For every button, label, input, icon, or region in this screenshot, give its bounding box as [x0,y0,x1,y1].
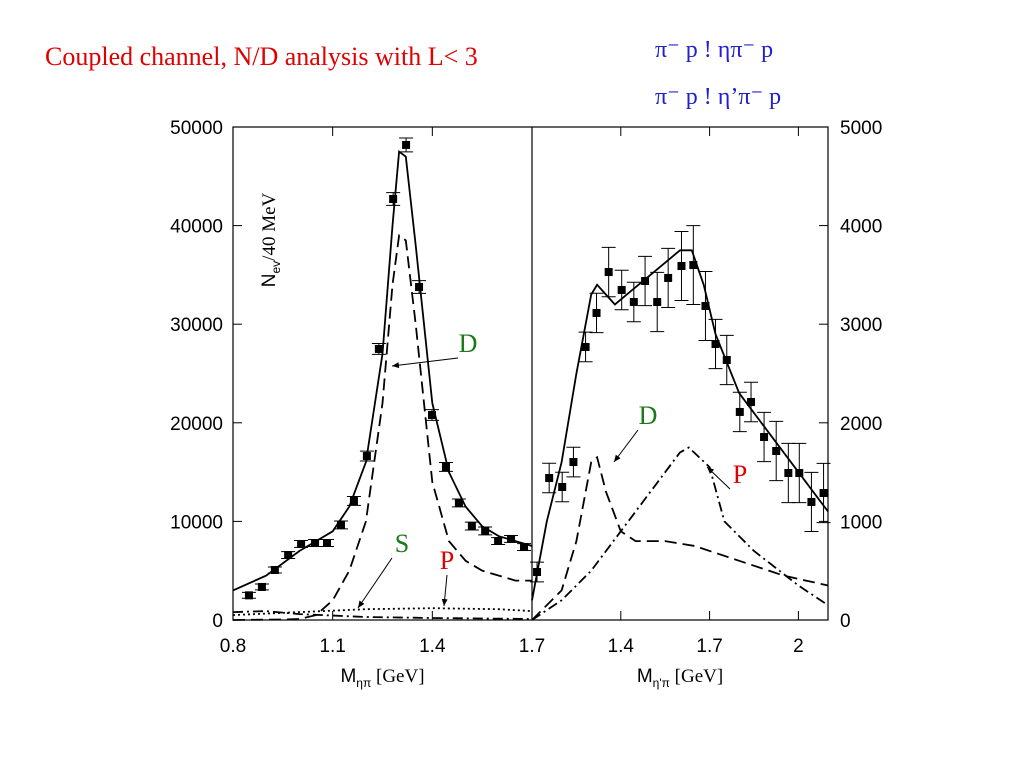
axis-title-main: N [259,274,280,288]
x-tick-label: 1.4 [419,636,446,657]
y-tick-label: 3000 [840,315,882,336]
axis-title-sub: ηπ [356,676,371,690]
data-point [415,283,424,292]
data-point [711,340,720,349]
data-point [653,298,662,307]
data-point [467,522,476,531]
axis-title-main: M [637,666,653,687]
axis-title-rest: /40 MeV [259,192,280,260]
data-point [819,489,828,498]
curve-label: P [733,460,747,489]
data-point [481,526,490,535]
curve-label: S [395,529,409,558]
axis-title: Nev/40 MeV [259,192,283,287]
data-point [349,496,358,505]
data-point [311,538,320,547]
data-point [284,551,293,560]
data-point [362,452,371,461]
curve [232,610,533,620]
y-tick-label: 2000 [840,414,882,435]
data-point [689,261,698,270]
data-point [545,474,554,483]
y-tick-label: 1000 [840,512,882,533]
data-point [402,140,411,149]
data-point [558,482,567,491]
data-point [677,262,686,271]
y-tick-label: 50000 [170,118,223,139]
data-point [428,411,437,420]
data-point [507,534,516,543]
data-point [772,446,781,455]
axis-title-sub: ev [269,261,283,274]
x-tick-label: 0.8 [220,636,246,657]
axis-title-rest: [GeV] [670,666,723,687]
data-point [244,591,253,600]
curve [232,233,532,621]
data-point [374,344,383,353]
curve-label: P [440,546,454,575]
x-tick-label: 1.1 [319,636,345,657]
x-tick-label: 1.7 [519,636,545,657]
data-point [592,308,601,317]
axis-title: Mη'π [GeV] [637,666,723,690]
y-tick-label: 4000 [840,217,882,238]
axis-title-sub: η'π [653,676,670,690]
data-point [441,462,450,471]
data-point [389,194,398,203]
y-tick-label: 0 [212,611,223,632]
curve [531,249,829,601]
data-point [336,520,345,529]
annotation-arrow [706,466,731,490]
curve [531,446,829,621]
frame [232,126,829,621]
data-point [735,407,744,416]
axis-title: Mηπ [GeV] [340,666,424,690]
data-point [617,285,626,294]
data-point [581,342,590,351]
data-point [629,298,638,307]
x-tick-label: 1.7 [696,636,722,657]
y-tick-label: 0 [840,611,851,632]
y-tick-label: 40000 [170,217,223,238]
curve-label: D [459,329,478,358]
reaction-1: π⁻ p ! ηπ⁻ p [655,37,773,63]
title: Coupled channel, N/D analysis with L< 3 [45,42,478,71]
y-tick-label: 20000 [170,414,223,435]
curve-label: D [639,401,658,430]
data-point [722,355,731,364]
annotation-arrow [357,557,393,609]
annotation-arrow [613,429,639,463]
data-point [533,567,542,576]
data-point [454,498,463,507]
data-point [494,537,503,546]
data-point [641,277,650,286]
data-point [807,497,816,506]
reaction-2: π⁻ p ! η’π⁻ p [655,84,781,110]
data-point [604,268,613,277]
y-tick-label: 10000 [170,512,223,533]
data-point [795,468,804,477]
data-point [664,273,673,282]
x-tick-label: 2 [793,636,804,657]
annotation-arrow [391,357,459,369]
data-point [520,543,529,552]
y-tick-label: 30000 [170,315,223,336]
data-point [297,539,306,548]
curve [531,455,829,621]
y-tick-label: 5000 [840,118,882,139]
axis-title-rest: [GeV] [371,666,424,687]
data-point [760,432,769,441]
data-point [701,301,710,310]
data-point [569,458,578,467]
data-point [323,538,332,547]
data-point [257,582,266,591]
data-point [784,468,793,477]
annotation-arrow [441,574,448,607]
data-point [270,566,279,575]
axis-title-main: M [340,666,356,687]
x-tick-label: 1.4 [608,636,635,657]
data-point [747,397,756,406]
